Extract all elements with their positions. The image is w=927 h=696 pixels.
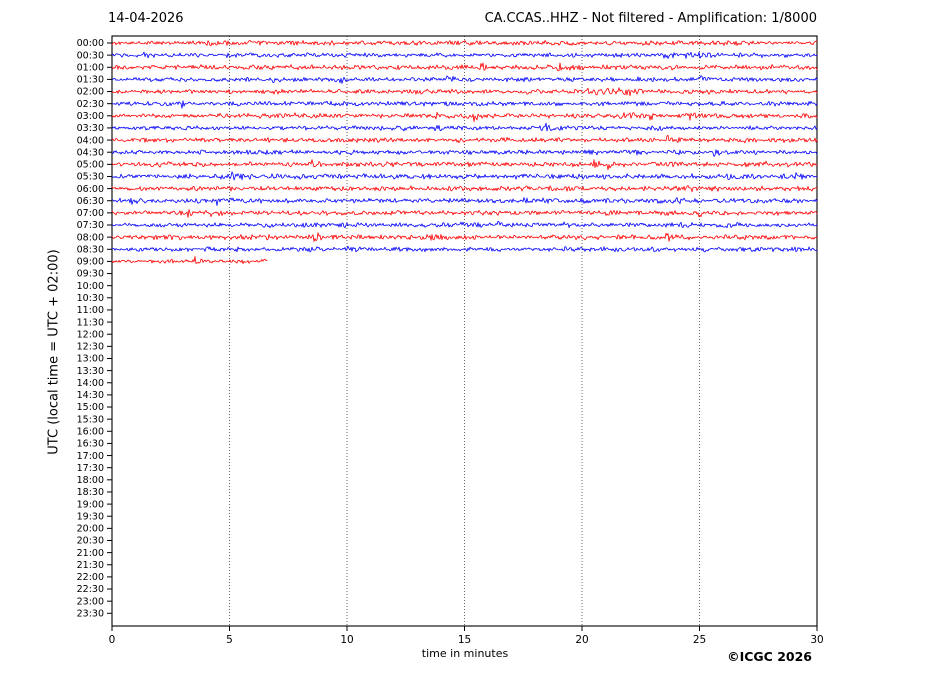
x-tick-label: 20 xyxy=(575,634,588,646)
y-tick-label: 21:00 xyxy=(77,548,104,559)
trace-01:00 xyxy=(111,62,818,72)
y-tick-label: 22:30 xyxy=(77,584,104,595)
y-tick-label: 10:00 xyxy=(77,281,104,292)
y-tick-label: 11:00 xyxy=(77,305,104,316)
trace-00:00 xyxy=(111,39,818,47)
trace-01:30 xyxy=(111,75,818,84)
y-tick-label: 19:00 xyxy=(77,499,104,510)
y-tick-label: 03:00 xyxy=(77,111,104,122)
y-tick-label: 15:30 xyxy=(77,414,104,425)
x-axis-label: time in minutes xyxy=(421,647,509,660)
trace-07:30 xyxy=(111,220,818,229)
y-tick-label: 01:30 xyxy=(77,75,104,86)
trace-05:30 xyxy=(111,171,818,181)
y-tick-label: 22:00 xyxy=(77,572,104,583)
trace-00:30 xyxy=(111,51,818,59)
y-tick-label: 06:00 xyxy=(77,184,104,195)
trace-06:00 xyxy=(111,185,818,193)
station-title: CA.CCAS..HHZ - Not filtered - Amplificat… xyxy=(484,11,817,26)
y-tick-label: 19:30 xyxy=(77,511,104,522)
x-tick-label: 10 xyxy=(340,634,353,646)
y-tick-label: 13:30 xyxy=(77,366,104,377)
y-tick-label: 14:00 xyxy=(77,378,104,389)
y-tick-label: 09:30 xyxy=(77,269,104,280)
trace-09:00 xyxy=(111,256,268,265)
y-tick-label: 09:00 xyxy=(77,257,104,268)
x-tick-label: 0 xyxy=(109,634,116,646)
y-tick-label: 14:30 xyxy=(77,390,104,401)
x-axis-ticks: 0 5 10 15 20 25 30 xyxy=(109,626,824,646)
y-tick-label: 07:00 xyxy=(77,208,104,219)
y-tick-label: 23:00 xyxy=(77,596,104,607)
x-tick-label: 5 xyxy=(226,634,233,646)
y-tick-label: 02:30 xyxy=(77,99,104,110)
x-tick-label: 15 xyxy=(458,634,471,646)
y-tick-label: 01:00 xyxy=(77,62,104,73)
y-tick-label: 18:30 xyxy=(77,487,104,498)
trace-05:00 xyxy=(111,159,818,171)
y-tick-label: 16:30 xyxy=(77,439,104,450)
y-tick-label: 05:30 xyxy=(77,172,104,183)
y-tick-label: 21:30 xyxy=(77,560,104,571)
seismic-traces xyxy=(111,39,818,265)
trace-02:30 xyxy=(111,100,818,109)
x-tick-label: 30 xyxy=(810,634,823,646)
y-tick-label: 20:00 xyxy=(77,524,104,535)
y-tick-label: 08:00 xyxy=(77,232,104,243)
trace-07:00 xyxy=(111,209,818,218)
y-tick-label: 07:30 xyxy=(77,220,104,231)
y-tick-label: 15:00 xyxy=(77,402,104,413)
y-tick-label: 12:00 xyxy=(77,329,104,340)
copyright: ©ICGC 2026 xyxy=(727,649,812,664)
y-tick-label: 06:30 xyxy=(77,196,104,207)
trace-04:30 xyxy=(111,149,818,157)
x-tick-label: 25 xyxy=(693,634,706,646)
trace-08:30 xyxy=(111,245,818,253)
y-tick-label: 12:30 xyxy=(77,342,104,353)
y-tick-label: 11:30 xyxy=(77,317,104,328)
y-tick-label: 03:30 xyxy=(77,123,104,134)
y-tick-label: 17:30 xyxy=(77,463,104,474)
y-tick-label: 17:00 xyxy=(77,451,104,462)
trace-06:30 xyxy=(111,197,818,206)
y-tick-label: 05:00 xyxy=(77,160,104,171)
y-tick-label: 02:00 xyxy=(77,87,104,98)
y-tick-label: 18:00 xyxy=(77,475,104,486)
trace-03:00 xyxy=(111,111,818,123)
trace-03:30 xyxy=(111,122,818,132)
trace-04:00 xyxy=(111,134,818,144)
trace-08:00 xyxy=(111,232,818,242)
y-tick-label: 23:30 xyxy=(77,608,104,619)
y-tick-label: 13:00 xyxy=(77,354,104,365)
y-tick-label: 20:30 xyxy=(77,536,104,547)
trace-02:00 xyxy=(111,87,818,97)
y-tick-label: 08:30 xyxy=(77,244,104,255)
y-tick-label: 04:30 xyxy=(77,147,104,158)
date-title: 14-04-2026 xyxy=(108,11,184,26)
gridlines xyxy=(229,36,700,626)
y-tick-label: 00:30 xyxy=(77,50,104,61)
y-tick-label: 00:00 xyxy=(77,38,104,49)
y-tick-label: 04:00 xyxy=(77,135,104,146)
y-tick-label: 16:00 xyxy=(77,426,104,437)
y-tick-label: 10:30 xyxy=(77,293,104,304)
